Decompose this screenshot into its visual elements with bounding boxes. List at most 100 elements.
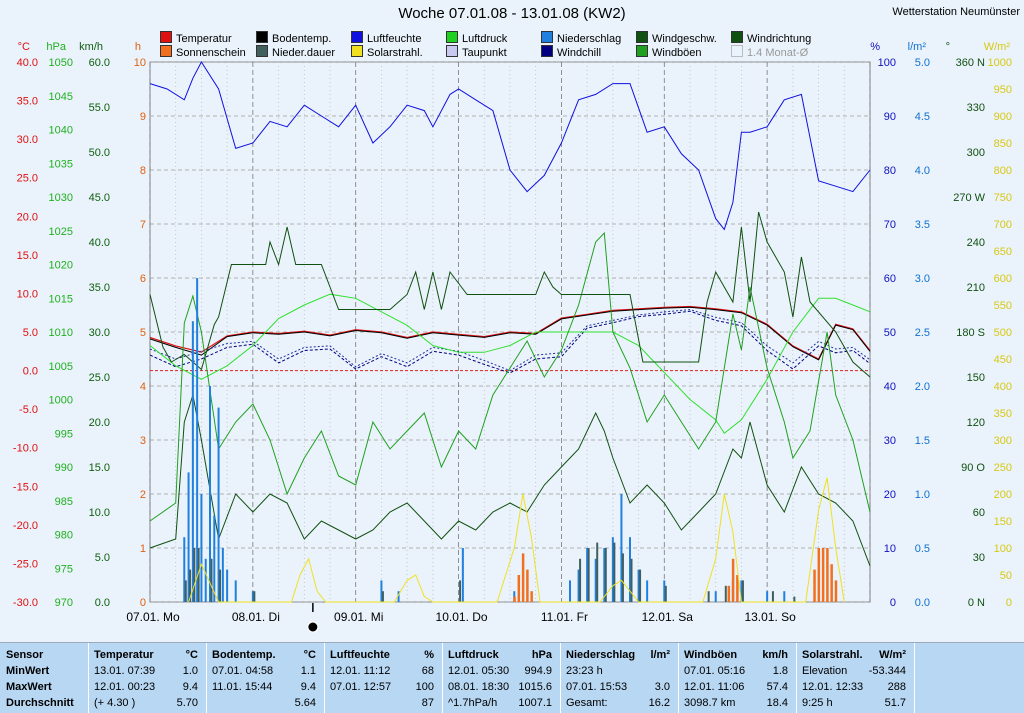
niederschlag-bar bbox=[577, 569, 580, 602]
kmh-tick-label: 45.0 bbox=[89, 192, 110, 204]
sonnenschein-bar bbox=[813, 569, 816, 602]
legend-label: 1.4 Monat-Ø bbox=[747, 47, 809, 59]
kmh-tick-label: 55.0 bbox=[89, 102, 110, 114]
niederschlag-bar bbox=[234, 580, 237, 602]
humidity-tick-label: 30 bbox=[884, 435, 896, 447]
legend-swatch bbox=[256, 45, 268, 57]
direction-tick-label: 180 S bbox=[956, 327, 985, 339]
nieder-dauer-bar bbox=[579, 558, 582, 602]
kmh-tick-label: 5.0 bbox=[95, 552, 110, 564]
unit-lm2: l/m² bbox=[908, 41, 927, 53]
series-bodentemp- bbox=[149, 306, 871, 361]
hpa-tick-label: 1045 bbox=[49, 91, 73, 103]
unit-celsius: °C bbox=[18, 41, 30, 53]
stats-label: 9:25 h bbox=[802, 697, 833, 709]
humidity-tick-label: 50 bbox=[884, 327, 896, 339]
legend-item: Sonnenschein bbox=[160, 45, 246, 59]
stats-value: 18.4 bbox=[766, 697, 788, 709]
niederschlag-bar bbox=[187, 472, 190, 602]
series-luftdruck bbox=[149, 293, 871, 435]
humidity-tick-label: 90 bbox=[884, 111, 896, 123]
niederschlag-bar bbox=[204, 558, 207, 602]
sonnenschein-bar bbox=[731, 558, 735, 602]
stats-label: 23:23 h bbox=[566, 665, 603, 677]
sonnenschein-bar bbox=[817, 548, 821, 602]
day-label: 11.01. Fr bbox=[541, 610, 588, 624]
niederschlag-bar bbox=[461, 548, 464, 602]
stats-header: Windböen bbox=[684, 649, 738, 661]
legend-swatch bbox=[351, 45, 363, 57]
stats-value: 3.0 bbox=[654, 681, 670, 693]
rain-tick-label: 1.5 bbox=[915, 435, 930, 447]
solar-tick-label: 750 bbox=[994, 192, 1012, 204]
legend-swatch bbox=[160, 31, 172, 43]
temp-tick-label: 15.0 bbox=[17, 250, 38, 262]
hpa-tick-label: 990 bbox=[55, 462, 73, 474]
niederschlag-bar bbox=[217, 407, 220, 602]
niederschlag-bar bbox=[226, 569, 229, 602]
legend-swatch bbox=[636, 31, 648, 43]
legend-label: Luftdruck bbox=[462, 33, 508, 45]
legend-swatch bbox=[256, 31, 268, 43]
series-niederschlag bbox=[183, 278, 786, 602]
stats-value: 5.70 bbox=[176, 697, 198, 709]
stats-value: 9.4 bbox=[300, 681, 316, 693]
stats-label: 11.01. 15:44 bbox=[212, 681, 273, 693]
direction-tick-label: 210 bbox=[967, 282, 985, 294]
stats-label: 12.01. 05:30 bbox=[448, 665, 510, 677]
niederschlag-bar bbox=[183, 537, 186, 602]
series-windb-en bbox=[149, 231, 871, 522]
series-solarstrahl- bbox=[188, 477, 845, 603]
unit-wm2: W/m² bbox=[984, 41, 1011, 53]
direction-tick-label: 30 bbox=[973, 552, 985, 564]
hours-tick-label: 0 bbox=[140, 597, 146, 609]
legend-label: Windrichtung bbox=[747, 33, 812, 45]
nieder-dauer-bar bbox=[197, 548, 200, 602]
humidity-tick-label: 100 bbox=[878, 57, 896, 69]
stats-label: 12.01. 12:33 bbox=[802, 681, 864, 693]
stats-row-label: Durchschnitt bbox=[6, 697, 74, 709]
solar-tick-label: 850 bbox=[994, 138, 1012, 150]
stats-value: 87 bbox=[421, 697, 434, 709]
stats-unit: l/m² bbox=[650, 649, 670, 661]
niederschlag-bar bbox=[594, 558, 597, 602]
stats-row-label: MaxWert bbox=[6, 681, 52, 693]
direction-tick-label: 90 O bbox=[961, 462, 985, 474]
kmh-tick-label: 15.0 bbox=[89, 462, 110, 474]
legend-label: Windböen bbox=[652, 47, 702, 59]
weather-chart: 40.035.030.025.020.015.010.05.00.0-5.0-1… bbox=[13, 41, 1012, 633]
stats-value: 57.4 bbox=[766, 681, 788, 693]
legend-swatch bbox=[446, 45, 458, 57]
stats-column-druck: Luftdruck hPa 12.01. 05:30 994.9 08.01. 18:3… bbox=[442, 643, 561, 713]
nieder-dauer-bar bbox=[639, 569, 642, 602]
hpa-tick-label: 985 bbox=[55, 496, 73, 508]
hpa-tick-label: 1035 bbox=[49, 158, 73, 170]
legend-label: Windgeschw. bbox=[652, 33, 717, 45]
stats-header: Sensor bbox=[6, 649, 44, 661]
solar-tick-label: 400 bbox=[994, 381, 1012, 393]
rain-tick-label: 4.5 bbox=[915, 111, 930, 123]
solar-tick-label: 650 bbox=[994, 246, 1012, 258]
solar-tick-label: 50 bbox=[1000, 570, 1012, 582]
legend-label: Niederschlag bbox=[557, 33, 622, 45]
stats-value: 1015.6 bbox=[518, 681, 552, 693]
unit-kmh: km/h bbox=[79, 41, 103, 53]
legend-item: Luftdruck bbox=[446, 31, 507, 45]
niederschlag-bar bbox=[196, 278, 199, 602]
niederschlag-bar bbox=[191, 321, 194, 602]
legend-label: Solarstrahl. bbox=[367, 47, 423, 59]
nieder-dauer-bar bbox=[771, 591, 774, 602]
stats-header: Solarstrahl. bbox=[802, 649, 863, 661]
temp-tick-label: -25.0 bbox=[13, 558, 38, 570]
legend-swatch bbox=[731, 31, 743, 43]
legend-item: 1.4 Monat-Ø bbox=[731, 45, 808, 59]
solar-tick-label: 700 bbox=[994, 219, 1012, 231]
humidity-tick-label: 0 bbox=[890, 597, 896, 609]
stats-header: Temperatur bbox=[94, 649, 154, 661]
humidity-tick-label: 20 bbox=[884, 489, 896, 501]
stats-value: 1.1 bbox=[300, 665, 316, 677]
nieder-dauer-bar bbox=[189, 569, 192, 602]
stats-value: 5.64 bbox=[294, 697, 316, 709]
series-windgeschw- bbox=[149, 394, 871, 567]
kmh-tick-label: 60.0 bbox=[89, 57, 110, 69]
